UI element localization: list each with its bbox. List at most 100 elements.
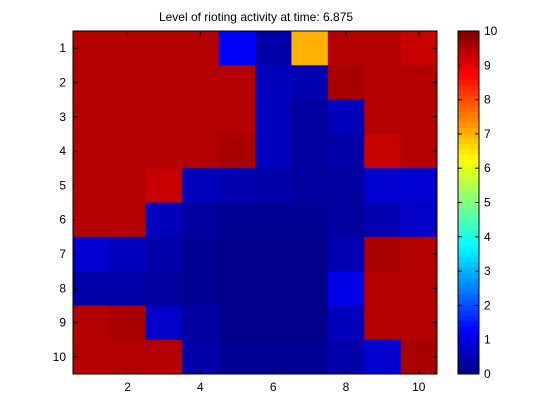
colorbar-segment <box>458 160 479 166</box>
heatmap-cell <box>401 271 438 306</box>
colorbar-segment <box>458 127 479 133</box>
heatmap-cell <box>146 31 183 66</box>
colorbar-segment <box>458 63 479 69</box>
colorbar-segment <box>458 31 479 37</box>
heatmap-cell <box>73 271 110 306</box>
x-tick-label: 4 <box>197 380 204 394</box>
y-tick-label: 4 <box>59 144 66 158</box>
heatmap-cell <box>219 100 256 135</box>
colorbar-segment <box>458 331 479 337</box>
heatmap-cell <box>219 134 256 169</box>
heatmap-cell <box>255 31 292 66</box>
colorbar-segment <box>458 363 479 369</box>
heatmap-cell <box>73 340 110 375</box>
heatmap-cell <box>219 340 256 375</box>
heatmap-cell <box>255 168 292 203</box>
heatmap-cell <box>364 134 401 169</box>
colorbar-segment <box>458 138 479 144</box>
colorbar-segment <box>458 326 479 332</box>
heatmap-cell <box>291 65 328 100</box>
heatmap-cell <box>109 31 146 66</box>
heatmap-cell <box>401 31 438 66</box>
y-tick-label: 5 <box>59 178 66 192</box>
colorbar-segment <box>458 347 479 353</box>
colorbar-segment <box>458 240 479 246</box>
heatmap-cell <box>364 271 401 306</box>
colorbar-segment <box>458 192 479 198</box>
colorbar-tick-label: 3 <box>484 264 491 278</box>
heatmap-cell <box>401 65 438 100</box>
heatmap-cell <box>146 65 183 100</box>
y-tick-label: 6 <box>59 213 66 227</box>
heatmap-cell <box>109 271 146 306</box>
heatmap-cell <box>73 100 110 135</box>
y-tick-label: 8 <box>59 281 66 295</box>
heatmap-cell <box>219 305 256 340</box>
heatmap-cell <box>328 203 365 238</box>
heatmap-cell <box>328 237 365 272</box>
colorbar-segment <box>458 224 479 230</box>
heatmap-cell <box>255 271 292 306</box>
y-tick-label: 2 <box>59 75 66 89</box>
heatmap-cell <box>73 305 110 340</box>
colorbar-segment <box>458 245 479 251</box>
colorbar-segment <box>458 294 479 300</box>
heatmap-cell <box>364 237 401 272</box>
heatmap-cell <box>182 65 219 100</box>
heatmap-cell <box>255 134 292 169</box>
colorbar-segment <box>458 208 479 214</box>
heatmap-cell <box>328 271 365 306</box>
x-tick-label: 8 <box>343 380 350 394</box>
heatmap-cell <box>291 237 328 272</box>
y-tick-label: 3 <box>59 110 66 124</box>
colorbar-segment <box>458 219 479 225</box>
colorbar-segment <box>458 272 479 278</box>
heatmap-cell <box>146 134 183 169</box>
colorbar-tick-label: 8 <box>484 93 491 107</box>
heatmap-cell <box>291 168 328 203</box>
colorbar-segment <box>458 95 479 101</box>
heatmap-cell <box>364 31 401 66</box>
heatmap-cell <box>109 65 146 100</box>
heatmap-cell <box>364 340 401 375</box>
heatmap-cell <box>401 168 438 203</box>
heatmap-cell <box>328 100 365 135</box>
heatmap-cell <box>73 237 110 272</box>
heatmap-cell <box>182 168 219 203</box>
colorbar-segment <box>458 256 479 262</box>
heatmap-cell <box>182 100 219 135</box>
colorbar-segment <box>458 122 479 128</box>
heatmap-cell <box>328 305 365 340</box>
colorbar-tick-label: 6 <box>484 161 491 175</box>
heatmap-cell <box>146 168 183 203</box>
colorbar-segment <box>458 79 479 85</box>
heatmap-cell <box>109 168 146 203</box>
heatmap-cell <box>109 237 146 272</box>
heatmap-cell <box>146 237 183 272</box>
heatmap-cell <box>73 134 110 169</box>
heatmap-cell <box>255 237 292 272</box>
heatmap-cell <box>401 305 438 340</box>
heatmap-cell <box>109 203 146 238</box>
y-tick-label: 1 <box>59 41 66 55</box>
colorbar-segment <box>458 213 479 219</box>
heatmap-cell <box>328 31 365 66</box>
colorbar-tick-label: 9 <box>484 58 491 72</box>
colorbar-tick-label: 1 <box>484 333 491 347</box>
heatmap-cell <box>219 203 256 238</box>
heatmap-cell <box>109 305 146 340</box>
colorbar-segment <box>458 42 479 48</box>
heatmap-cell <box>364 203 401 238</box>
heatmap-cell <box>291 305 328 340</box>
colorbar-segment <box>458 315 479 321</box>
heatmap-cell <box>328 65 365 100</box>
colorbar-segment <box>458 353 479 359</box>
colorbar-segment <box>458 342 479 348</box>
heatmap-cell <box>146 271 183 306</box>
colorbar-segment <box>458 69 479 75</box>
colorbar-segment <box>458 181 479 187</box>
colorbar-segment <box>458 229 479 235</box>
colorbar-segment <box>458 58 479 64</box>
colorbar-segment <box>458 111 479 117</box>
heatmap-cell <box>401 134 438 169</box>
